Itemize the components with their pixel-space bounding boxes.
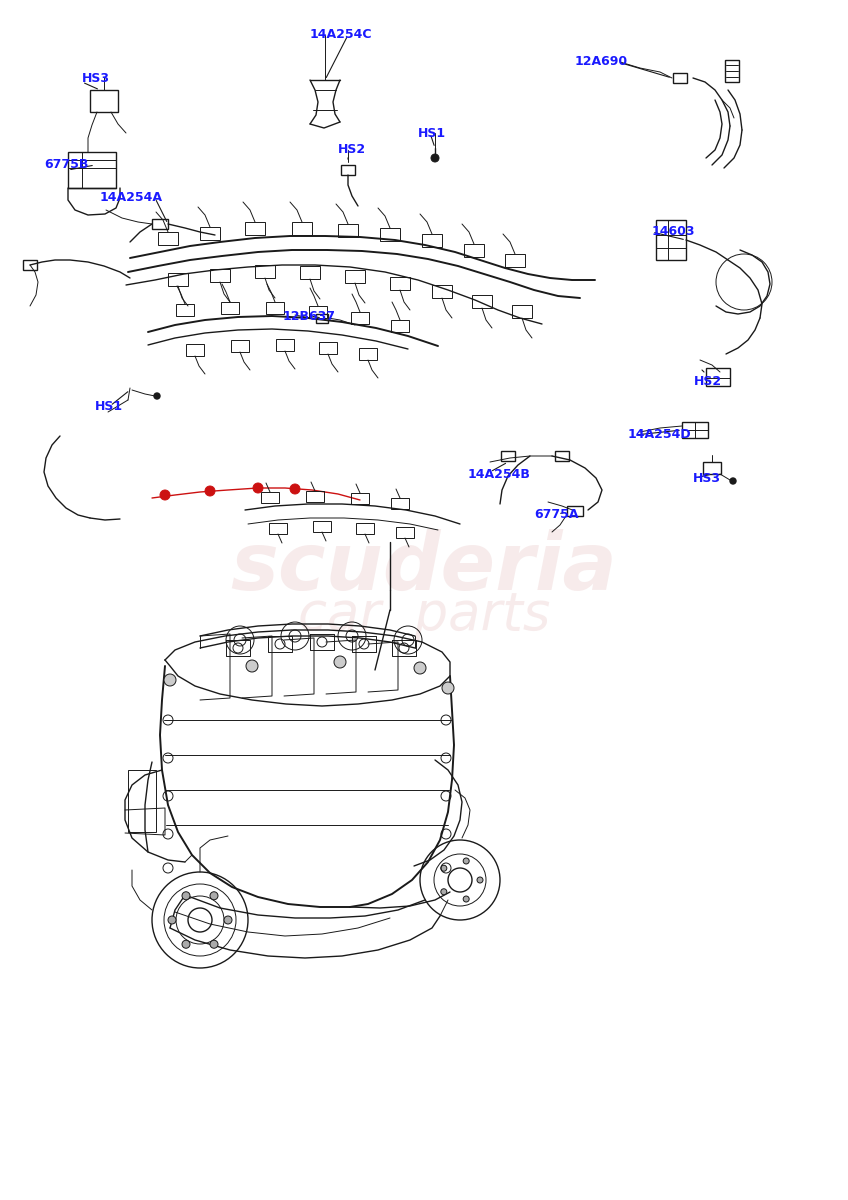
Circle shape [431, 154, 439, 162]
Bar [176, 304, 194, 316]
Bar [512, 305, 532, 318]
Bar [210, 269, 230, 282]
Bar [703, 462, 721, 474]
Bar [390, 277, 410, 290]
Text: HS2: HS2 [694, 374, 722, 388]
Circle shape [224, 916, 232, 924]
Circle shape [246, 660, 258, 672]
Text: HS1: HS1 [418, 127, 446, 140]
Bar [255, 265, 275, 278]
Text: HS3: HS3 [82, 72, 110, 85]
Bar [152, 218, 168, 229]
Text: car  parts: car parts [298, 589, 550, 641]
Circle shape [463, 896, 469, 902]
Bar [319, 342, 337, 354]
Bar [706, 368, 730, 386]
Bar [356, 523, 374, 534]
Bar [725, 60, 739, 82]
Circle shape [414, 662, 426, 674]
Bar [656, 220, 686, 260]
Circle shape [154, 392, 160, 398]
Circle shape [463, 858, 469, 864]
Bar [505, 254, 525, 266]
Bar [351, 493, 369, 504]
Text: 12B637: 12B637 [283, 310, 336, 323]
Bar [200, 227, 220, 240]
Text: 14A254B: 14A254B [468, 468, 531, 481]
Bar [245, 222, 265, 235]
Circle shape [210, 941, 218, 948]
Bar [309, 306, 327, 318]
Circle shape [253, 482, 263, 493]
Bar [359, 348, 377, 360]
Text: 14A254D: 14A254D [628, 428, 692, 440]
Bar [316, 313, 328, 323]
Bar [501, 451, 515, 461]
Text: HS3: HS3 [693, 472, 721, 485]
Bar [391, 320, 409, 332]
Bar [231, 340, 249, 352]
Circle shape [160, 490, 170, 500]
Circle shape [210, 892, 218, 900]
Bar [567, 506, 583, 516]
Circle shape [441, 865, 447, 871]
Circle shape [334, 656, 346, 668]
Bar [158, 232, 178, 245]
Bar [269, 523, 287, 534]
Bar [313, 521, 331, 532]
Circle shape [205, 486, 215, 496]
Circle shape [168, 916, 176, 924]
Bar [292, 222, 312, 235]
Bar [90, 90, 118, 112]
Bar [464, 244, 484, 257]
Bar [396, 527, 414, 538]
Circle shape [441, 889, 447, 895]
Text: 6775A: 6775A [534, 508, 578, 521]
Bar [23, 260, 37, 270]
Text: 14A254C: 14A254C [310, 28, 372, 41]
Bar [555, 451, 569, 461]
Circle shape [442, 682, 454, 694]
Text: 14A254A: 14A254A [100, 191, 163, 204]
Bar [186, 344, 204, 356]
Bar [306, 491, 324, 502]
Text: 14603: 14603 [652, 226, 695, 238]
Bar [380, 228, 400, 241]
Bar [221, 302, 239, 314]
Circle shape [730, 478, 736, 484]
Bar [168, 272, 188, 286]
Bar [276, 338, 294, 350]
Bar [682, 422, 708, 438]
Text: HS2: HS2 [338, 143, 366, 156]
Text: HS1: HS1 [95, 400, 123, 413]
Circle shape [164, 674, 176, 686]
Bar [673, 73, 687, 83]
Bar [68, 152, 116, 188]
Bar [300, 266, 320, 278]
Text: 6775B: 6775B [44, 158, 88, 170]
Circle shape [477, 877, 483, 883]
Bar [422, 234, 442, 247]
Circle shape [290, 484, 300, 494]
Bar [128, 770, 156, 832]
Bar [351, 312, 369, 324]
Bar [266, 302, 284, 314]
Circle shape [182, 892, 190, 900]
Bar [391, 498, 409, 509]
Bar [341, 164, 355, 175]
Bar [472, 295, 492, 308]
Bar [345, 270, 365, 283]
Circle shape [182, 941, 190, 948]
Text: 12A690: 12A690 [575, 55, 628, 68]
Bar [338, 224, 358, 236]
Text: scuderia: scuderia [231, 529, 617, 607]
Bar [261, 492, 279, 503]
Bar [432, 284, 452, 298]
